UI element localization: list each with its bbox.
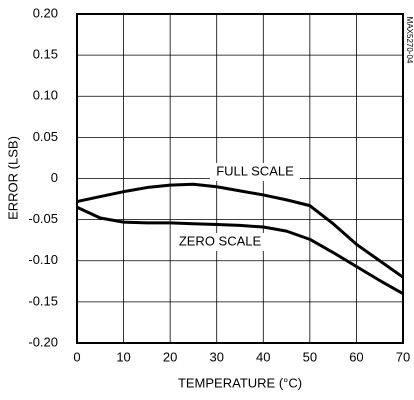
x-tick-label: 70 bbox=[396, 349, 410, 364]
y-tick-label: 0.05 bbox=[33, 129, 58, 144]
x-axis-label: TEMPERATURE (°C) bbox=[178, 375, 302, 390]
x-tick-label: 0 bbox=[73, 349, 80, 364]
data-line bbox=[76, 205, 404, 295]
x-tick-label: 30 bbox=[209, 349, 223, 364]
x-tick-label: 40 bbox=[256, 349, 270, 364]
x-tick-label: 60 bbox=[349, 349, 363, 364]
y-tick-label: -0.20 bbox=[28, 334, 58, 349]
data-line bbox=[76, 182, 404, 279]
y-tick-label: 0.10 bbox=[33, 88, 58, 103]
label-background bbox=[175, 233, 265, 251]
x-tick-label: 50 bbox=[303, 349, 317, 364]
y-tick-label: -0.05 bbox=[28, 211, 58, 226]
y-tick-label: 0 bbox=[51, 170, 58, 185]
label-background bbox=[210, 163, 300, 181]
side-note: MAX5270-04 bbox=[405, 17, 414, 64]
y-tick-label: 0.15 bbox=[33, 47, 58, 62]
y-tick-label: -0.10 bbox=[28, 252, 58, 267]
x-tick-label: 10 bbox=[116, 349, 130, 364]
plot-frame bbox=[76, 13, 404, 344]
y-axis-label: ERROR (LSB) bbox=[5, 136, 20, 220]
series-label: FULL SCALE bbox=[216, 163, 294, 178]
y-tick-label: 0.20 bbox=[33, 5, 58, 20]
series-label: ZERO SCALE bbox=[179, 233, 262, 248]
y-tick-label: -0.15 bbox=[28, 293, 58, 308]
x-tick-label: 20 bbox=[163, 349, 177, 364]
